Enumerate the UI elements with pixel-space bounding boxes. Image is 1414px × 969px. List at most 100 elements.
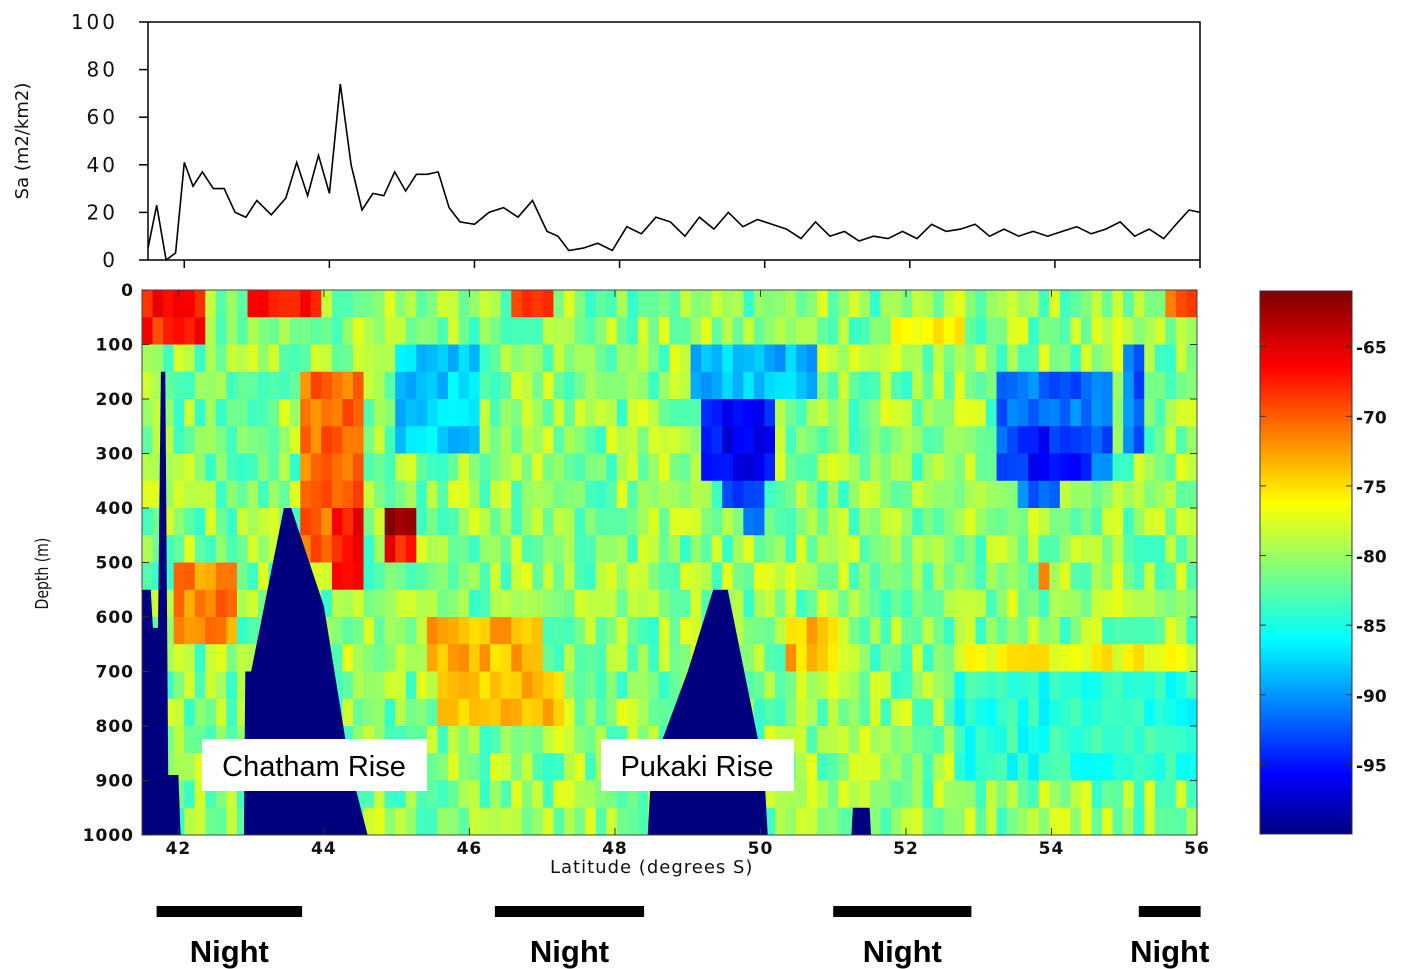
heatmap-cell bbox=[680, 426, 692, 455]
heatmap-cell bbox=[458, 317, 470, 346]
heatmap-cell bbox=[817, 317, 829, 346]
heatmap-cell bbox=[954, 399, 966, 427]
heatmap-cell bbox=[933, 453, 945, 482]
heatmap-cell bbox=[173, 589, 185, 618]
heatmap-cell bbox=[838, 753, 850, 782]
heatmap-cell bbox=[912, 644, 924, 673]
heatmap-cell bbox=[521, 562, 533, 591]
heatmap-cell bbox=[574, 780, 586, 809]
heatmap-cell bbox=[1112, 807, 1124, 835]
heatmap-cell bbox=[606, 535, 618, 564]
heatmap-cell bbox=[300, 317, 312, 346]
heatmap-cell bbox=[975, 671, 987, 700]
heatmap-cell bbox=[753, 371, 766, 400]
heatmap-cell bbox=[827, 508, 839, 536]
heatmap-cell bbox=[701, 344, 713, 373]
heatmap-cell bbox=[469, 535, 481, 564]
heatmap-cell bbox=[300, 290, 312, 318]
heatmap-cell bbox=[848, 780, 860, 809]
heatmap-cell bbox=[553, 290, 565, 318]
heatmap-cell bbox=[374, 480, 386, 509]
heatmap-cell bbox=[500, 426, 512, 455]
heatmap-cell bbox=[194, 508, 206, 536]
heatmap-cell bbox=[690, 426, 702, 455]
heatmap-cell bbox=[279, 399, 291, 427]
heatmap-cell bbox=[933, 780, 945, 809]
heatmap-cell bbox=[374, 562, 386, 591]
heatmap-cell bbox=[1154, 344, 1166, 373]
heatmap-cell bbox=[996, 480, 1008, 509]
heatmap-cell bbox=[1123, 480, 1135, 509]
heatmap-cell bbox=[479, 589, 491, 618]
heatmap-cell bbox=[648, 535, 660, 564]
heatmap-cell bbox=[152, 562, 164, 591]
heatmap-cell bbox=[1028, 753, 1040, 782]
heatmap-cell bbox=[458, 589, 470, 618]
heatmap-cell bbox=[353, 344, 365, 373]
heatmap-cell bbox=[1091, 453, 1103, 482]
heatmap-cell bbox=[331, 371, 344, 400]
heatmap-cell bbox=[732, 317, 744, 346]
heatmap-cell bbox=[542, 290, 555, 318]
heatmap-cell bbox=[637, 290, 649, 318]
heatmap-cell bbox=[1154, 480, 1166, 509]
heatmap-cell bbox=[1102, 426, 1114, 455]
heatmap-cell bbox=[542, 807, 555, 835]
line-y-tick-label: 20 bbox=[87, 200, 118, 224]
heatmap-cell bbox=[669, 671, 681, 700]
heatmap-cell bbox=[785, 426, 797, 455]
heatmap-cell bbox=[627, 698, 639, 727]
heatmap-cell bbox=[658, 671, 671, 700]
heatmap-cell bbox=[680, 317, 692, 346]
heatmap-cell bbox=[796, 617, 808, 645]
heatmap-cell bbox=[869, 644, 882, 673]
heatmap-cell bbox=[1165, 371, 1177, 400]
heatmap-cell bbox=[975, 617, 987, 645]
heatmap-cell bbox=[184, 698, 196, 727]
heatmap-cell bbox=[954, 617, 966, 645]
heatmap-cell bbox=[606, 508, 618, 536]
heatmap-cell bbox=[416, 562, 428, 591]
heatmap-cell bbox=[954, 644, 966, 673]
heatmap-cell bbox=[933, 562, 945, 591]
heatmap-cell bbox=[722, 426, 734, 455]
heatmap-cell bbox=[395, 617, 407, 645]
heatmap-cell bbox=[680, 290, 692, 318]
heatmap-cell bbox=[226, 426, 238, 455]
heatmap-cell bbox=[1091, 780, 1103, 809]
heatmap-cell bbox=[722, 290, 734, 318]
heatmap-cell bbox=[1154, 807, 1166, 835]
heatmap-cell bbox=[490, 562, 502, 591]
heatmap-cell bbox=[268, 535, 280, 564]
heatmap-cell bbox=[943, 644, 955, 673]
heatmap-cell bbox=[458, 535, 470, 564]
heatmap-cell bbox=[585, 807, 597, 835]
heatmap-cell bbox=[384, 535, 396, 564]
heatmap-cell bbox=[922, 426, 934, 455]
heatmap-cell bbox=[1112, 671, 1124, 700]
heatmap-cell bbox=[142, 562, 154, 591]
heatmap-cell bbox=[986, 290, 998, 318]
heatmap-cell bbox=[616, 589, 628, 618]
heatmap-cell bbox=[184, 344, 196, 373]
heatmap-cell bbox=[405, 508, 417, 536]
heatmap-cell bbox=[469, 290, 481, 318]
heatmap-cell bbox=[1123, 535, 1135, 564]
heatmap-cell bbox=[764, 698, 776, 727]
heatmap-cell bbox=[553, 371, 565, 400]
heatmap-cell bbox=[279, 371, 291, 400]
heatmap-cell bbox=[838, 617, 850, 645]
heatmap-cell bbox=[690, 562, 702, 591]
heatmap-cell bbox=[627, 535, 639, 564]
heatmap-cell bbox=[711, 508, 723, 536]
heatmap-cell bbox=[479, 807, 491, 835]
colorbar-gradient bbox=[1259, 290, 1353, 835]
heatmap-cell bbox=[1017, 508, 1029, 536]
heatmap-cell bbox=[722, 371, 734, 400]
heatmap-cell bbox=[173, 562, 185, 591]
heatmap-cell bbox=[215, 535, 227, 564]
heatmap-cell bbox=[542, 371, 555, 400]
heatmap-cell bbox=[764, 508, 776, 536]
heatmap-cell bbox=[1175, 698, 1188, 727]
heatmap-cell bbox=[732, 399, 744, 427]
